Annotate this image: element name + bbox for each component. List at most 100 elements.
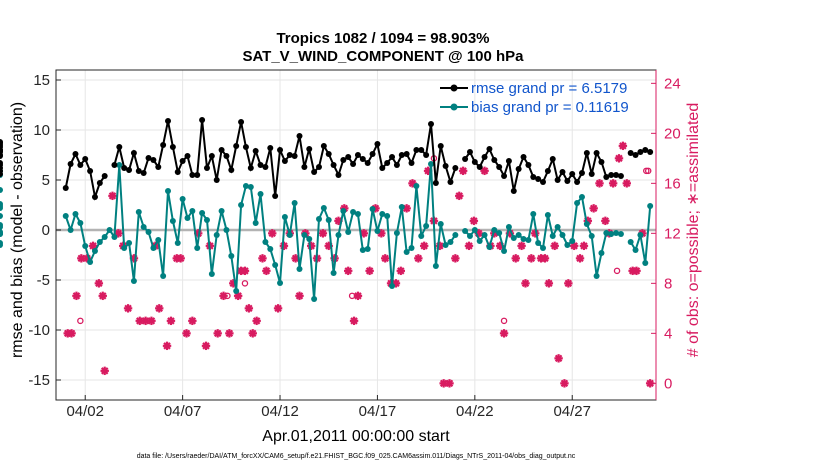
bias-point (544, 212, 551, 218)
assimilated-point (575, 254, 585, 263)
rmse-point (359, 156, 366, 162)
rmse-point (544, 168, 551, 174)
legend-marker-rmse (450, 84, 458, 92)
bias-point (116, 162, 123, 168)
rmse-point (67, 161, 74, 167)
bias-point (320, 205, 327, 211)
assimilated-stroke (623, 179, 631, 188)
assimilated-stroke (527, 254, 536, 263)
assimilated-point (445, 379, 454, 388)
rmse-point (335, 172, 342, 178)
assimilated-stroke (72, 292, 81, 300)
rmse-point (145, 155, 152, 161)
rmse-point (413, 147, 420, 153)
rmse-point (452, 165, 459, 171)
rmse-point (257, 162, 264, 168)
assimilated-stroke (589, 204, 598, 213)
assimilated-point (244, 304, 254, 313)
rmse-point (130, 150, 137, 156)
assimilated-point (435, 241, 444, 251)
assimilated-point (252, 316, 261, 326)
assimilated-point (521, 279, 530, 288)
assimilated-point (527, 254, 536, 263)
bias-point (554, 224, 561, 230)
legend: rmse grand pr = 6.5179 bias grand pr = 0.… (440, 80, 629, 116)
rmse-point (199, 117, 206, 123)
rmse-point (165, 118, 172, 124)
rmse-point (379, 165, 386, 171)
rmse-point (325, 151, 332, 157)
assimilated-point (98, 291, 107, 301)
assimilated-stroke (451, 254, 460, 263)
bias-point (281, 214, 288, 220)
assimilated-point (622, 179, 631, 188)
rmse-point (637, 149, 644, 155)
assimilated-stroke (465, 242, 473, 250)
bias-point (466, 233, 473, 239)
x-tick-label: 04/02 (66, 403, 104, 420)
rmse-point (408, 160, 415, 166)
rmse-point (384, 160, 391, 166)
assimilated-stroke (89, 242, 97, 250)
assimilated-point (550, 241, 559, 251)
possible-point (348, 292, 356, 300)
assimilated-point (100, 366, 109, 376)
bias-point (501, 248, 508, 254)
assimilated-point (540, 254, 550, 263)
rmse-point (238, 119, 245, 125)
assimilated-point (544, 279, 554, 288)
rmse-point (218, 147, 225, 153)
rmse-point (496, 164, 503, 170)
rmse-point (62, 185, 69, 191)
assimilated-stroke (334, 217, 343, 225)
rmse-point (311, 169, 318, 175)
rmse-point (223, 153, 230, 159)
bias-point (111, 234, 118, 240)
bias-point (413, 183, 420, 189)
x-tick-label: 04/27 (553, 403, 591, 420)
bias-point (583, 221, 590, 227)
data-file-footer: data file: /Users/raeder/DAI/ATM_forcXX/… (137, 453, 576, 460)
rmse-point (437, 143, 444, 149)
rmse-point (135, 168, 142, 174)
rmse-point (262, 164, 269, 170)
rmse-point (330, 162, 337, 168)
bias-point (520, 236, 527, 242)
rmse-point (540, 179, 547, 185)
bias-point (608, 231, 615, 237)
bias-point (62, 213, 69, 219)
bias-point (126, 240, 133, 246)
grid (56, 70, 656, 400)
assimilated-stroke (439, 379, 448, 388)
bias-point (208, 271, 215, 277)
rmse-series (0, 117, 654, 201)
rmse-point (432, 180, 439, 186)
assimilated-point (225, 329, 234, 338)
bias-point (481, 232, 488, 238)
bias-point (403, 249, 410, 255)
assimilated-stroke (550, 242, 559, 250)
rmse-point (72, 151, 79, 157)
assimilated-stroke (521, 279, 530, 288)
rmse-point (364, 160, 371, 166)
bias-point (423, 223, 430, 229)
rmse-point (613, 172, 620, 178)
bias-point (393, 230, 400, 236)
assimilated-stroke (531, 229, 539, 238)
assimilated-stroke (445, 379, 454, 388)
bias-point (277, 280, 284, 286)
possible-point (241, 280, 249, 287)
assimilated-point (201, 341, 211, 351)
assimilated-point (135, 316, 144, 326)
legend-marker-bias (450, 103, 458, 111)
y2-tick-label: 4 (664, 325, 672, 342)
rmse-point (564, 178, 571, 184)
bias-series (0, 161, 654, 302)
assimilated-stroke (77, 254, 86, 263)
bias-point (145, 229, 152, 235)
bias-point (374, 228, 381, 234)
y-tick-label: 10 (33, 122, 50, 139)
rmse-point (471, 159, 478, 165)
assimilated-stroke (245, 304, 253, 313)
rmse-point (87, 168, 94, 174)
